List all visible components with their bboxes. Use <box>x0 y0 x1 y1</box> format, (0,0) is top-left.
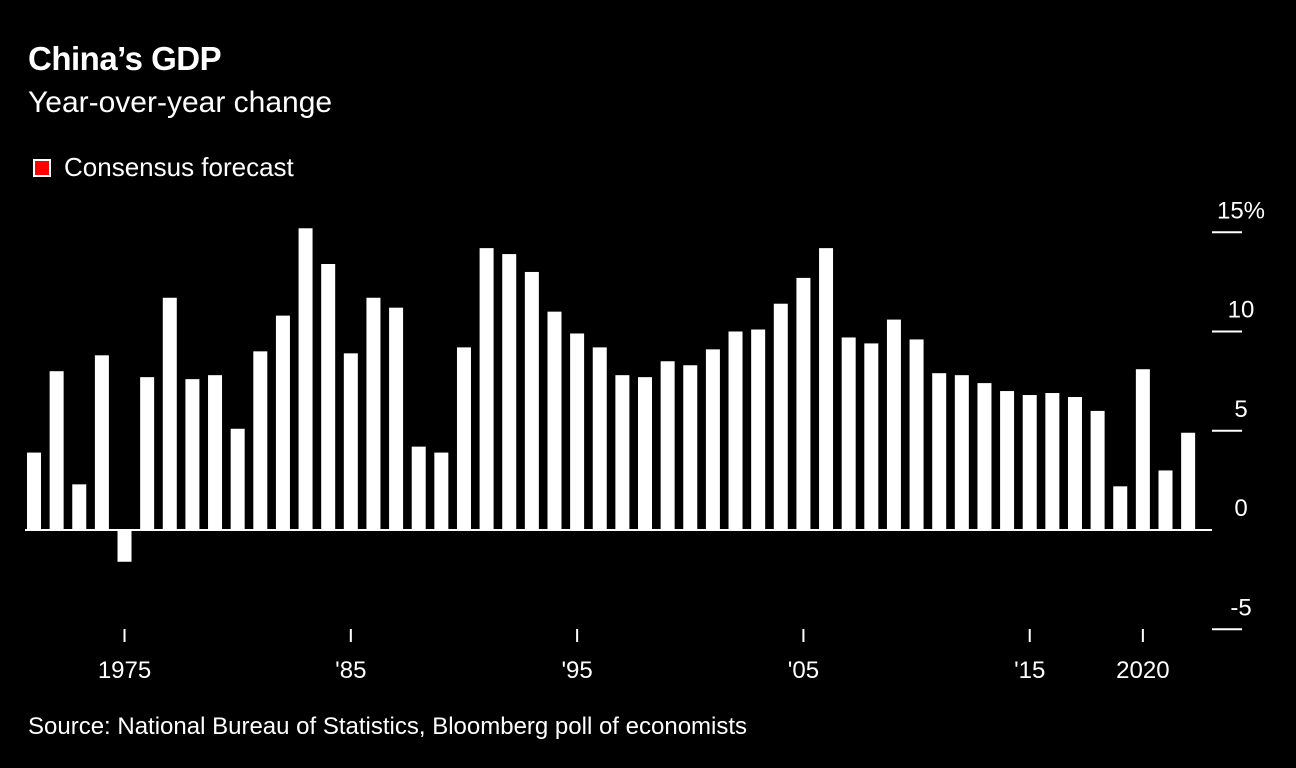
bar <box>456 347 471 530</box>
bar <box>162 297 177 530</box>
x-tick-label: 2020 <box>1116 657 1169 684</box>
bar <box>1181 432 1196 531</box>
bar <box>570 333 585 531</box>
y-tick-label: 15% <box>1217 197 1265 224</box>
bar <box>479 248 494 530</box>
bar <box>94 355 109 530</box>
bar <box>932 373 947 530</box>
bar <box>886 319 901 530</box>
bar <box>1090 410 1105 530</box>
bar <box>977 383 992 530</box>
x-tick-label: '05 <box>788 657 819 684</box>
bar <box>230 428 245 530</box>
bar <box>909 339 924 530</box>
bar <box>253 351 268 530</box>
legend: Consensus forecast <box>33 152 294 183</box>
y-tick-label: 5 <box>1234 396 1247 423</box>
x-tick-label: '85 <box>335 657 366 684</box>
y-tick-label: 0 <box>1234 495 1247 522</box>
source-note: Source: National Bureau of Statistics, B… <box>28 713 748 740</box>
bar <box>411 446 426 530</box>
bar <box>49 371 64 530</box>
bar <box>117 530 132 562</box>
bar <box>547 311 562 530</box>
bar <box>321 264 336 530</box>
bar <box>1022 395 1037 530</box>
x-tick-label: '15 <box>1014 657 1045 684</box>
bar <box>389 307 404 530</box>
bar <box>592 347 607 530</box>
bar <box>819 248 834 530</box>
chart-subtitle: Year-over-year change <box>28 86 333 119</box>
y-tick-label: 10 <box>1228 297 1255 324</box>
bar <box>615 375 630 530</box>
bar <box>954 375 969 530</box>
bar <box>1113 486 1128 530</box>
x-tick-label: 1975 <box>98 657 151 684</box>
bar <box>660 361 675 530</box>
x-tick-label: '95 <box>561 657 592 684</box>
bar <box>72 484 87 531</box>
bar <box>773 303 788 530</box>
bar <box>1135 369 1150 530</box>
bar <box>751 329 766 530</box>
bar <box>1158 470 1173 530</box>
bar <box>1000 391 1015 530</box>
bar <box>683 365 698 531</box>
bar <box>864 343 879 530</box>
bar <box>208 375 223 530</box>
bar <box>638 377 653 530</box>
bar <box>1045 393 1060 530</box>
bar <box>796 277 811 530</box>
chart-title: China’s GDP <box>28 40 222 77</box>
bar <box>366 297 381 530</box>
bar <box>343 353 358 530</box>
bar <box>434 452 449 530</box>
bar <box>140 377 155 530</box>
bar <box>275 315 290 530</box>
y-tick-label: -5 <box>1230 594 1251 621</box>
bar <box>1067 397 1082 530</box>
bar <box>27 452 41 530</box>
bar <box>185 379 200 530</box>
bar <box>502 254 517 530</box>
bar <box>298 228 313 530</box>
legend-label-forecast: Consensus forecast <box>64 152 294 182</box>
legend-swatch-forecast <box>33 158 51 177</box>
bar <box>728 331 743 530</box>
bar <box>524 271 539 530</box>
bar <box>841 337 856 530</box>
bar <box>705 349 720 531</box>
